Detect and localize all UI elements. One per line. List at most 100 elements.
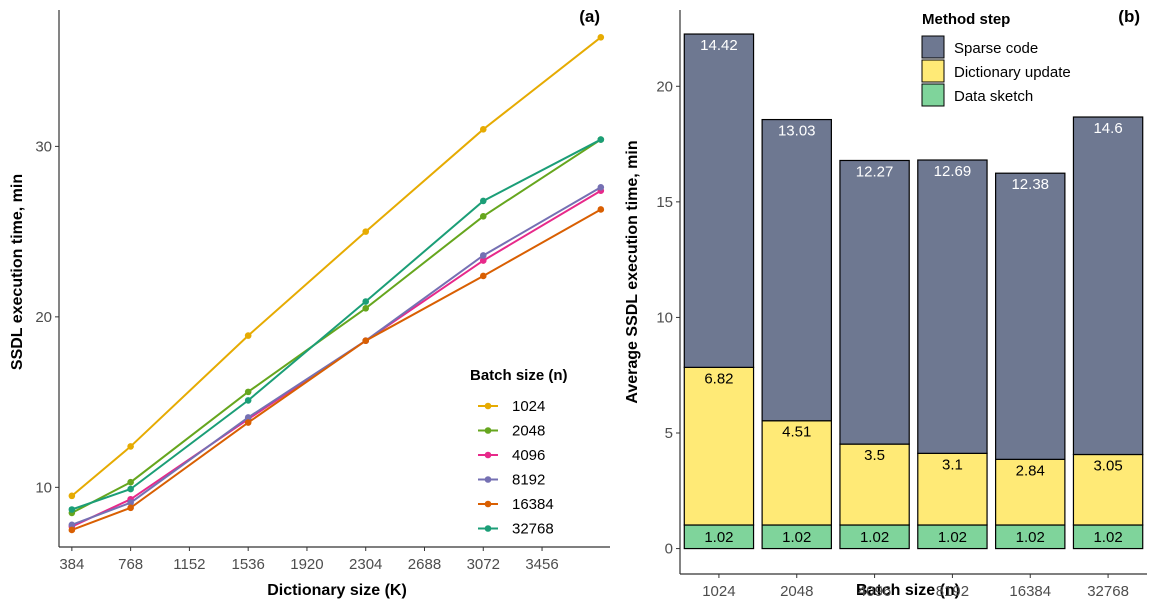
data-point-32768: [362, 298, 370, 305]
data-point-8192: [244, 414, 252, 421]
panel-b-y-tick-label: 15: [656, 194, 673, 211]
legend-swatch-point-4096: [484, 451, 492, 459]
legend-swatch-point-32768: [484, 525, 492, 532]
bar-value-label: 1.02: [938, 529, 967, 546]
panel-b-x-axis-title: Batch size (n): [856, 582, 960, 599]
bar-segment-sparse-code: [761, 118, 832, 422]
panel-a-line-chart: (a) Dictionary size (K) SSDL execution t…: [9, 7, 610, 599]
series-line-8192: [71, 186, 602, 526]
panel-b-x-tick-label: 4096: [858, 583, 891, 600]
bar-segment-dictionary-update: [995, 458, 1066, 526]
bar-segment-sparse-code: [1072, 116, 1144, 456]
bar-value-label: 1.02: [1016, 529, 1045, 546]
data-point-1024: [479, 126, 487, 133]
series-line-32768: [71, 138, 602, 511]
panel-a-legend-title: Batch size (n): [470, 367, 568, 384]
panel-a-x-tick-label: 384: [59, 556, 84, 573]
panel-a-y-tick-label: 20: [35, 309, 52, 326]
bar-value-label: 12.27: [856, 163, 894, 180]
panel-a-x-tick-label: 1152: [173, 556, 205, 573]
series-line-1024: [71, 36, 602, 497]
legend-label-dictionary-update: Dictionary update: [954, 64, 1071, 81]
bar-segment-dictionary-update: [917, 452, 988, 526]
legend-swatch-sparse-code: [921, 35, 945, 59]
panel-a-y-tick-label: 10: [35, 479, 52, 496]
legend-swatch-data-sketch: [921, 83, 945, 107]
data-point-1024: [68, 492, 76, 500]
legend-label-8192: 8192: [512, 472, 545, 489]
panel-b-y-tick-label: 10: [656, 309, 673, 326]
data-point-1024: [244, 332, 252, 339]
data-point-2048: [127, 478, 134, 486]
bar-segment-sparse-code: [683, 33, 755, 368]
series-line-16384: [71, 208, 602, 531]
data-point-32768: [479, 197, 487, 205]
panel-b-x-tick-label: 8192: [936, 583, 969, 600]
bar-value-label: 3.1: [942, 456, 963, 473]
panel-a-x-tick-label: 3456: [525, 556, 558, 573]
data-point-16384: [362, 337, 370, 345]
panel-b-x-tick-label: 1024: [702, 583, 735, 600]
legend-label-1024: 1024: [512, 398, 545, 415]
legend-label-16384: 16384: [512, 496, 554, 513]
bar-value-label: 3.05: [1093, 457, 1122, 474]
bar-segment-dictionary-update: [683, 366, 755, 526]
data-point-32768: [244, 397, 252, 404]
legend-label-4096: 4096: [512, 447, 545, 464]
legend-label-sparse-code: Sparse code: [954, 40, 1038, 57]
panel-a-tag: (a): [579, 7, 600, 26]
panel-b-x-tick-label: 16384: [1009, 583, 1051, 600]
panel-a-y-tick-label: 30: [35, 138, 52, 155]
data-point-4096: [479, 257, 487, 264]
panel-b-y-axis-title: Average SSDL execution time, min: [624, 140, 641, 403]
bar-value-label: 14.42: [700, 37, 738, 54]
bar-value-label: 12.38: [1011, 176, 1049, 193]
panel-b-y-tick-label: 20: [656, 78, 673, 95]
legend-label-2048: 2048: [512, 423, 545, 440]
bar-value-label: 13.03: [778, 123, 816, 140]
bar-segment-dictionary-update: [1072, 453, 1144, 526]
bar-value-label: 1.02: [1093, 529, 1122, 546]
panel-b-y-tick-label: 0: [665, 541, 673, 558]
data-point-16384: [127, 504, 134, 512]
legend-label-data-sketch: Data sketch: [954, 88, 1033, 105]
bar-segment-dictionary-update: [839, 443, 910, 526]
bar-value-label: 4.51: [782, 424, 811, 441]
bar-value-label: 1.02: [782, 529, 811, 546]
data-point-2048: [479, 212, 487, 220]
legend-swatch-point-1024: [484, 402, 492, 410]
bar-value-label: 6.82: [704, 370, 733, 387]
data-point-16384: [68, 526, 76, 534]
panel-a-x-tick-label: 2304: [349, 556, 382, 573]
panel-b-tag: (b): [1118, 7, 1140, 26]
bar-value-label: 3.5: [864, 447, 885, 464]
data-point-8192: [127, 499, 134, 506]
data-point-32768: [597, 136, 605, 143]
panel-b-x-tick-label: 2048: [780, 583, 813, 600]
bar-value-label: 14.6: [1093, 120, 1122, 137]
bar-value-label: 12.69: [934, 163, 972, 180]
data-point-16384: [244, 419, 252, 426]
bar-value-label: 2.84: [1016, 462, 1045, 479]
data-point-8192: [597, 183, 605, 191]
data-point-1024: [127, 443, 134, 450]
data-point-2048: [244, 388, 252, 396]
data-point-1024: [362, 228, 370, 235]
data-point-32768: [127, 485, 134, 493]
legend-swatch-point-16384: [484, 500, 492, 508]
data-point-16384: [479, 272, 487, 280]
legend-swatch-dictionary-update: [921, 59, 945, 83]
bar-segment-sparse-code: [995, 172, 1066, 460]
data-point-8192: [68, 521, 76, 529]
data-point-16384: [597, 206, 605, 213]
data-point-2048: [362, 305, 370, 312]
panel-b-stacked-bar-chart: (b) Batch size (n) Average SSDL executio…: [624, 7, 1147, 600]
bar-segment-sparse-code: [917, 159, 988, 454]
panel-a-x-tick-label: 768: [118, 556, 143, 573]
bar-value-label: 1.02: [860, 529, 889, 546]
panel-a-x-axis-title: Dictionary size (K): [267, 582, 407, 599]
legend-swatch-point-2048: [484, 427, 492, 434]
data-point-8192: [479, 252, 487, 259]
panel-a-x-tick-label: 3072: [467, 556, 500, 573]
